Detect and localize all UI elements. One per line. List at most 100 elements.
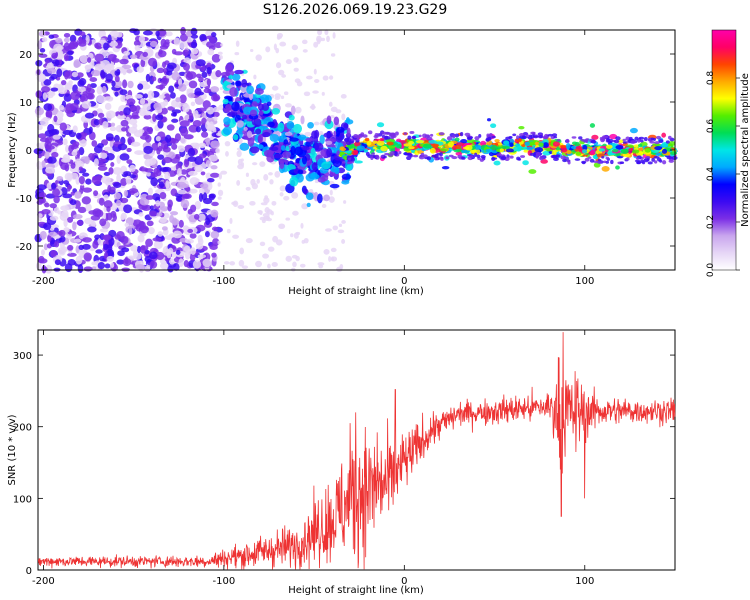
spectrogram-spot	[123, 50, 131, 56]
spectrogram-spot	[89, 59, 95, 69]
spectrogram-spot	[177, 189, 187, 195]
spectrogram-spot	[189, 112, 194, 121]
spectrogram-spot	[314, 142, 324, 152]
spectrogram-spot	[166, 124, 175, 131]
spectrogram-spot	[294, 146, 304, 156]
spectrogram-spot	[188, 80, 198, 89]
spectrogram-spot	[409, 131, 415, 134]
spectrogram-spot	[64, 163, 70, 172]
spectrogram-spot	[110, 122, 116, 127]
spectrogram-spot	[113, 79, 123, 89]
spectrogram-spot	[406, 155, 412, 161]
spectrogram-spot	[505, 136, 511, 140]
spectrogram-spot	[67, 244, 74, 251]
snr-x-tick-label: 0	[401, 576, 407, 587]
spectrogram-spot	[126, 98, 136, 106]
spectrogram-spot	[476, 154, 481, 159]
spectrogram-spot	[518, 125, 525, 130]
spectrogram-spot	[249, 109, 258, 117]
spectrogram-spot	[271, 200, 277, 206]
spectrogram-spot	[301, 239, 306, 244]
spectrogram-spot	[654, 146, 663, 151]
spectrogram-spot	[161, 77, 168, 87]
spectrogram-spot	[70, 91, 80, 101]
spectrogram-spot	[72, 125, 78, 133]
spectrogram-spot	[265, 46, 271, 53]
spectrogram-spot	[123, 204, 133, 214]
spectrogram-spot	[84, 156, 90, 165]
spectrogram-spot	[341, 113, 346, 121]
spectrogram-spot	[245, 172, 249, 178]
spectrogram-spot	[143, 145, 153, 154]
spectrogram-spot	[658, 139, 664, 144]
spectrogram-spot	[324, 29, 329, 36]
spectrogram-spot	[256, 179, 260, 184]
spectrogram-spot	[87, 72, 93, 78]
spectrogram-spot	[263, 216, 270, 221]
spectrogram-spot	[93, 190, 99, 197]
spectrogram-spot	[521, 135, 526, 139]
spectrogram-spot	[123, 107, 131, 116]
spectrogram-spot	[84, 112, 95, 119]
spectrogram-spot	[311, 162, 318, 171]
spectrogram-spot	[168, 85, 175, 93]
spectrogram-spot	[346, 164, 353, 170]
spectrogram-spot	[78, 41, 87, 47]
spectrogram-spot	[88, 152, 95, 161]
spectrogram-spot	[605, 144, 613, 149]
spectrogram-spot	[335, 127, 341, 137]
spectrogram-spot	[34, 107, 45, 116]
spectrogram-spot	[203, 88, 212, 94]
spectrogram-spot	[452, 134, 456, 139]
spectrogram-spot	[325, 140, 333, 145]
spectrogram-spot	[266, 101, 272, 107]
spectrogram-spot	[321, 91, 325, 96]
spectrogram-spot	[57, 210, 62, 215]
spectrogram-spot	[176, 181, 187, 190]
spectrogram-spot	[157, 231, 164, 237]
spectrogram-spot	[167, 265, 174, 273]
spectrogram-spot	[36, 184, 47, 191]
spectrogram-spot	[263, 149, 274, 158]
spectrogram-spot	[291, 192, 299, 199]
spectrogram-spot	[149, 210, 157, 217]
spectrogram-spot	[45, 166, 56, 174]
spectrogram-spot	[321, 203, 327, 208]
spectrogram-spot	[126, 147, 132, 153]
spectrogram-spot	[404, 152, 410, 156]
spectrogram-spot	[211, 226, 218, 231]
spectrogram-spot	[245, 237, 253, 244]
spectrogram-spot	[640, 139, 644, 143]
spectrogram-spot	[135, 264, 146, 270]
spectrogram-spot	[547, 133, 554, 137]
spectrogram-spot	[191, 48, 199, 55]
spectrogram-spot	[129, 105, 137, 113]
spectrogram-spot	[211, 32, 217, 37]
spectrogram-spot	[529, 152, 536, 156]
spectrogram-spot	[222, 126, 233, 136]
spectrogram-spot	[494, 139, 500, 143]
spectrogram-spot	[170, 137, 176, 144]
spectrogram-spot	[167, 203, 172, 212]
spectrogram-spot	[620, 148, 629, 155]
spectrogram-spot	[217, 51, 223, 55]
spectrogram-spot	[76, 72, 84, 78]
spectrogram-spot	[40, 86, 51, 93]
spectrogram-spot	[72, 214, 83, 220]
spectrogram-spot	[223, 116, 231, 125]
spectrogram-spot	[279, 192, 284, 197]
spectrogram-spot	[97, 261, 106, 270]
spectrogram-spot	[530, 131, 536, 135]
spectrogram-spot	[138, 129, 145, 134]
spectrogram-spot	[293, 67, 299, 72]
spectrogram-spot	[601, 156, 605, 159]
spectrogram-spot	[268, 146, 279, 151]
snr-y-ticks: 0 100 200 300	[13, 351, 675, 577]
spectrogram-spot	[83, 266, 93, 272]
spectrogram-spot	[95, 249, 103, 254]
spectrogram-spot	[275, 62, 282, 69]
spectrogram-spot	[69, 34, 77, 43]
spectrogram-spot	[628, 136, 633, 141]
spectrogram-spot	[668, 159, 675, 163]
spectrogram-spot	[85, 64, 91, 73]
